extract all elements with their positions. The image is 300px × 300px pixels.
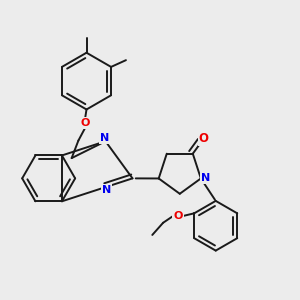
Text: N: N	[102, 185, 112, 195]
Text: N: N	[100, 133, 109, 143]
Text: N: N	[201, 173, 210, 184]
Text: O: O	[199, 133, 209, 146]
Text: O: O	[80, 118, 90, 128]
Text: O: O	[173, 211, 183, 221]
